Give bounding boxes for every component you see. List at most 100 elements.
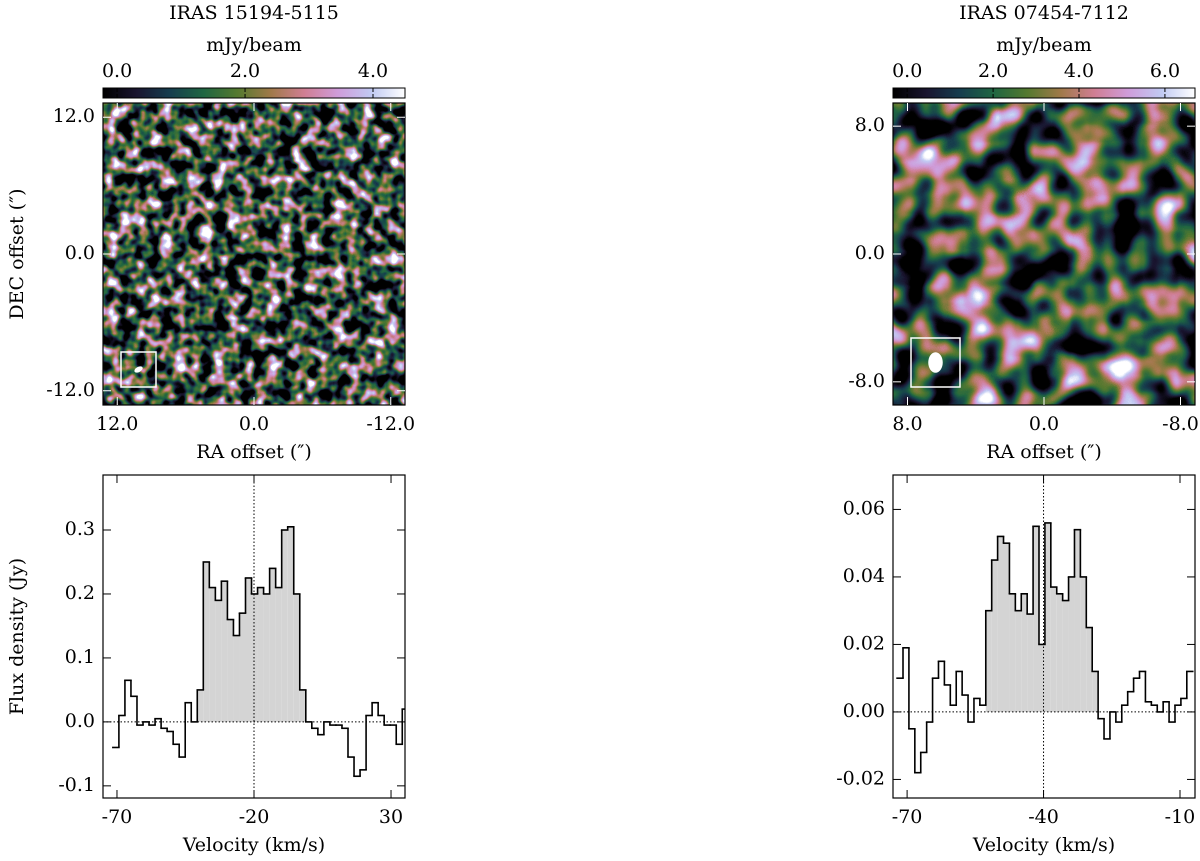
shade-bar [221,581,228,722]
shade-bar [938,661,944,712]
y-tick-label: 0.06 [843,497,885,519]
shade-bar [1151,705,1157,712]
shade-bar [1169,712,1175,722]
shade-bar [209,587,216,722]
shade-bar [257,587,264,722]
shade-group [897,522,1193,729]
shade-bar [185,703,191,722]
shade-bar [311,721,312,729]
y-tick-label: -12.0 [46,379,95,401]
shade-bar [1145,702,1151,712]
shade-bar [1068,576,1075,712]
x-tick-label: 8.0 [892,413,922,435]
shade-bar [318,722,324,735]
shade-bar [1062,600,1069,712]
x-tick-label: -40 [1028,806,1059,828]
x-axis-label: Velocity (km/s) [182,834,325,856]
shade-bar [909,712,915,729]
y-tick-label: 0.2 [65,582,95,604]
y-tick-label: 0.3 [65,518,95,540]
shade-bar [903,648,909,712]
shade-bar [167,722,173,732]
colorbar-label: mJy/beam [206,34,302,56]
x-tick-label: -10 [1165,806,1196,828]
shade-bar [396,722,402,744]
shade-bar [944,685,950,712]
shade-bar [378,715,384,721]
shade-bar [360,722,366,770]
colorbar-tick-label: 4.0 [358,60,388,82]
shade-bar [1086,627,1093,712]
plot-area [103,475,405,798]
colorbar-tick-label: 2.0 [230,60,260,82]
x-tick-label: -70 [892,806,923,828]
shade-bar [1038,644,1045,712]
y-tick-label: 0.1 [65,646,95,668]
x-tick-label: -70 [102,806,133,828]
shade-bar [269,568,276,722]
shade-bar [372,703,378,722]
shade-bar [275,587,282,722]
y-tick-label: 0.00 [843,700,885,722]
shade-bar [287,526,294,722]
shade-bar [991,560,998,712]
y-tick-label: 0.0 [65,710,95,732]
shade-bar [281,530,288,722]
shade-bar [293,593,300,722]
shade-bar [1033,526,1039,712]
colorbar-tick-label: 2.0 [978,60,1008,82]
shade-bar [251,593,258,722]
shade-bar [245,577,252,722]
shade-bar [897,678,903,712]
plot-area [893,103,1195,405]
shade-bar [1015,610,1022,712]
shade-bar [131,696,137,722]
shade-bar [263,593,270,722]
chart-title: IRAS 15194-5115 [169,2,339,24]
plot-area [103,103,405,405]
shade-bar [1175,705,1181,712]
x-tick-label: -12.0 [366,413,415,435]
x-axis-label: RA offset (″) [986,441,1102,463]
shade-bar [348,722,354,757]
x-tick-label: -20 [239,806,270,828]
y-tick-label: 0.0 [65,242,95,264]
shade-bar [956,671,962,712]
colorbar [102,87,406,99]
shade-bar [1181,698,1187,712]
shade-group [119,526,402,770]
shade-bar [1021,593,1028,712]
shade-bar [299,689,306,722]
shade-bar [173,722,179,744]
shade-bar [1122,705,1128,712]
shade-bar [1140,671,1146,712]
shade-bar [203,561,210,722]
shade-bar [1163,702,1169,712]
shade-bar [233,635,240,722]
y-axis-label: DEC offset (″) [6,188,28,319]
shade-bar [1116,712,1122,722]
shade-bar [197,689,204,722]
y-tick-label: 0.0 [855,242,885,264]
colorbar-tick-label: 0.0 [892,60,922,82]
y-tick-label: 12.0 [53,105,95,127]
plot-area [893,475,1195,798]
shade-bar [1027,614,1034,712]
shade-bar [342,722,348,728]
shade-bar [1003,543,1010,712]
shade-bar [119,715,125,721]
shade-bar [1074,529,1081,712]
shade-bar [1128,692,1134,712]
shade-bar [1092,671,1099,712]
shade-bar [927,712,933,722]
shade-bar [125,680,131,722]
shade-bar [985,610,992,712]
shade-bar [1134,678,1140,712]
x-axis-label: Velocity (km/s) [972,834,1115,856]
colorbar-tick-label: 0.0 [102,60,132,82]
beam-box [120,351,157,388]
shade-bar [962,695,968,712]
shade-bar [1187,671,1193,712]
